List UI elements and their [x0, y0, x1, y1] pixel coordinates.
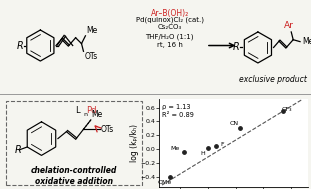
Text: exclusive product: exclusive product [239, 75, 307, 84]
Text: R: R [16, 40, 23, 50]
Text: rt, 16 h: rt, 16 h [157, 42, 183, 48]
Text: n: n [83, 112, 87, 117]
Point [205, 147, 210, 150]
Text: H: H [200, 151, 205, 156]
Point [281, 110, 285, 113]
Text: Me: Me [86, 26, 98, 35]
Text: OTs: OTs [101, 125, 114, 134]
Text: L: L [75, 106, 80, 115]
Text: Cs₂CO₃: Cs₂CO₃ [158, 24, 182, 30]
Text: CF₃: CF₃ [282, 107, 292, 112]
Text: THF/H₂O (1:1): THF/H₂O (1:1) [146, 34, 194, 40]
Text: OTs: OTs [85, 52, 98, 61]
Text: F: F [220, 142, 224, 147]
Text: Pd: Pd [86, 106, 97, 115]
Text: Me: Me [92, 110, 103, 119]
Text: Ar: Ar [284, 21, 294, 30]
Text: R: R [233, 43, 240, 53]
Text: CN: CN [230, 121, 239, 126]
Point [214, 144, 219, 147]
Point [237, 127, 242, 130]
Text: OMe: OMe [158, 180, 172, 185]
Text: R² = 0.89: R² = 0.89 [162, 112, 194, 118]
Text: ρ = 1.13: ρ = 1.13 [162, 104, 191, 110]
Point [182, 150, 187, 153]
Text: chelation-controlled: chelation-controlled [31, 166, 118, 175]
Y-axis label: log (kₚ/kₕ): log (kₚ/kₕ) [130, 124, 138, 162]
Text: Pd(quinox)Cl₂ (cat.): Pd(quinox)Cl₂ (cat.) [136, 16, 204, 23]
Text: oxidative addition: oxidative addition [35, 177, 114, 186]
Text: R: R [14, 145, 21, 155]
Text: Ar–B(OH)₂: Ar–B(OH)₂ [151, 9, 189, 18]
Text: Me: Me [302, 37, 311, 46]
Text: Me: Me [170, 146, 179, 151]
Point [168, 175, 173, 178]
